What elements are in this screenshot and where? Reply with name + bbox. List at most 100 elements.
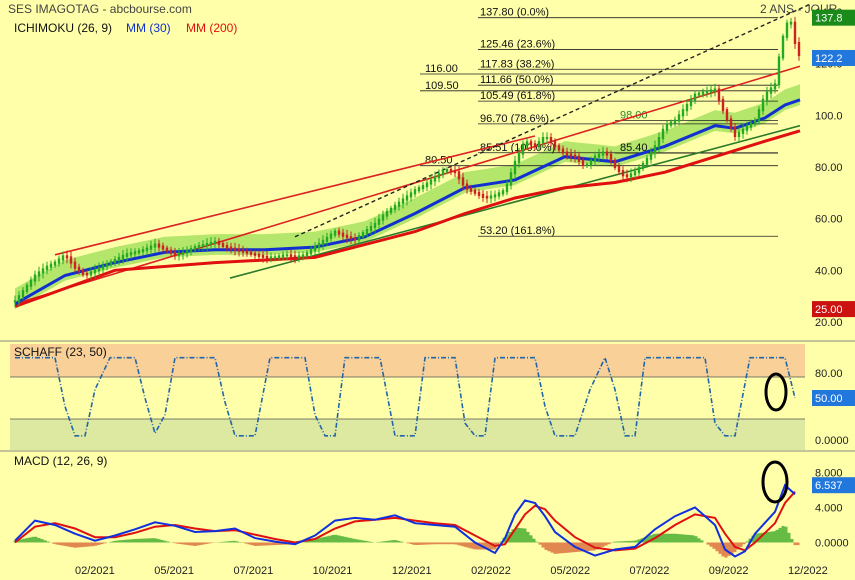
candle-body bbox=[565, 151, 569, 156]
candle-body bbox=[157, 243, 161, 248]
candle-body bbox=[29, 279, 33, 287]
candle-body bbox=[605, 151, 609, 156]
candle-body bbox=[601, 151, 605, 156]
candle-body bbox=[89, 271, 93, 276]
candle-body bbox=[785, 22, 789, 38]
candle-body bbox=[469, 187, 473, 192]
trend-line-dashed bbox=[294, 3, 811, 238]
candle-body bbox=[437, 173, 441, 179]
candle-body bbox=[665, 123, 669, 131]
candle-body bbox=[593, 155, 597, 162]
candle-body bbox=[553, 141, 557, 148]
candle-body bbox=[105, 263, 109, 268]
candle-body bbox=[365, 229, 369, 235]
candle-body bbox=[569, 153, 573, 157]
candle-body bbox=[617, 165, 621, 173]
candle-body bbox=[281, 254, 285, 258]
candle-body bbox=[677, 114, 681, 122]
candle-body bbox=[793, 21, 797, 45]
candle-body bbox=[241, 249, 245, 253]
candle-body bbox=[441, 170, 445, 176]
candle-body bbox=[453, 170, 457, 174]
fib-level-label: 105.49 (61.8%) bbox=[480, 90, 555, 102]
candle-body bbox=[745, 125, 749, 131]
candle-body bbox=[325, 236, 329, 242]
candle-body bbox=[377, 218, 381, 225]
trend-line-2 bbox=[54, 135, 536, 256]
schaff-highlight-circle bbox=[764, 372, 788, 412]
macd-line bbox=[14, 483, 796, 558]
candle-body bbox=[597, 153, 601, 158]
candle-body bbox=[305, 252, 309, 257]
mm200-line bbox=[14, 129, 801, 308]
x-tick-label: 05/2022 bbox=[550, 565, 590, 577]
price-badge-label: 122.2 bbox=[815, 53, 843, 65]
macd-panel: MACD (12, 26, 9) 8.000 4.000 0.0000 6.537 bbox=[13, 454, 855, 558]
price-badge-label: 137.8 bbox=[815, 13, 843, 25]
candle-body bbox=[673, 119, 677, 124]
candle-body bbox=[265, 255, 269, 259]
fib-level-label: 96.70 (78.6%) bbox=[480, 113, 549, 125]
candle-body bbox=[417, 187, 421, 192]
candle-body bbox=[769, 87, 773, 94]
candle-body bbox=[693, 93, 697, 101]
candle-body bbox=[69, 256, 73, 264]
candle-body bbox=[641, 162, 645, 170]
schaff-y-tick: 80.00 bbox=[815, 368, 843, 380]
candle-body bbox=[725, 109, 729, 121]
candle-body bbox=[457, 171, 461, 180]
x-tick-label: 10/2021 bbox=[313, 565, 353, 577]
candle-body bbox=[533, 143, 537, 148]
candle-body bbox=[73, 261, 77, 269]
trend-line-green bbox=[229, 124, 801, 279]
candle-body bbox=[81, 269, 85, 275]
candle-body bbox=[13, 300, 17, 303]
candle-body bbox=[513, 160, 517, 175]
candle-body bbox=[141, 249, 145, 253]
candle-body bbox=[705, 90, 709, 94]
candle-body bbox=[273, 256, 277, 259]
candle-body bbox=[109, 261, 113, 266]
candle-body bbox=[797, 41, 801, 57]
candle-body bbox=[609, 153, 613, 162]
candle-body bbox=[129, 252, 133, 256]
candle-body bbox=[17, 295, 21, 303]
candle-body bbox=[249, 251, 253, 255]
x-tick-label: 07/2022 bbox=[630, 565, 670, 577]
candle-body bbox=[729, 118, 733, 129]
legend-mm30: MM (30) bbox=[126, 21, 171, 35]
candle-body bbox=[125, 253, 129, 257]
candle-body bbox=[405, 195, 409, 201]
price-badge-label: 25.00 bbox=[815, 304, 843, 316]
legend-mm200: MM (200) bbox=[186, 21, 237, 35]
candle-body bbox=[773, 83, 777, 90]
candle-body bbox=[165, 247, 169, 252]
candle-body bbox=[613, 159, 617, 169]
candle-body bbox=[113, 258, 117, 264]
candle-body bbox=[173, 251, 177, 256]
candle-body bbox=[581, 159, 585, 166]
candle-body bbox=[381, 214, 385, 221]
candle-body bbox=[237, 248, 241, 252]
candle-body bbox=[529, 141, 533, 146]
indicator-label-ichimoku: ICHIMOKU (26, 9) bbox=[14, 21, 112, 35]
candle-body bbox=[509, 172, 513, 186]
candle-body bbox=[561, 148, 565, 154]
candle-body bbox=[577, 155, 581, 162]
candle-body bbox=[737, 131, 741, 138]
candle-body bbox=[353, 237, 357, 241]
x-tick-label: 09/2022 bbox=[709, 565, 749, 577]
candle-body bbox=[197, 245, 201, 249]
price-badge bbox=[812, 9, 855, 26]
price-panel: 137.80 (0.0%) 125.46 (23.6%) 117.83 (38.2%… bbox=[13, 3, 855, 329]
candle-body bbox=[161, 245, 165, 250]
candle-body bbox=[545, 137, 549, 140]
candle-body bbox=[517, 152, 521, 163]
candle-body bbox=[177, 252, 181, 256]
x-tick-label: 02/2021 bbox=[75, 565, 115, 577]
candle-body bbox=[537, 141, 541, 148]
candle-body bbox=[169, 249, 173, 254]
schaff-value-label: 50.00 bbox=[815, 393, 843, 405]
macd-y-tick: 8.000 bbox=[815, 467, 843, 479]
